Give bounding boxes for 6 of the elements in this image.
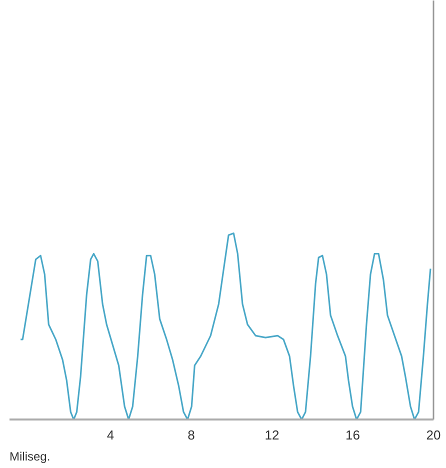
x-tick-label: 4 [106,428,114,442]
x-tick-label: 8 [188,428,195,442]
x-tick-label: 12 [264,428,280,442]
x-tick-label: 20 [426,428,441,442]
x-tick-label: 16 [346,428,360,442]
x-axis-title: Miliseg. [10,450,50,464]
